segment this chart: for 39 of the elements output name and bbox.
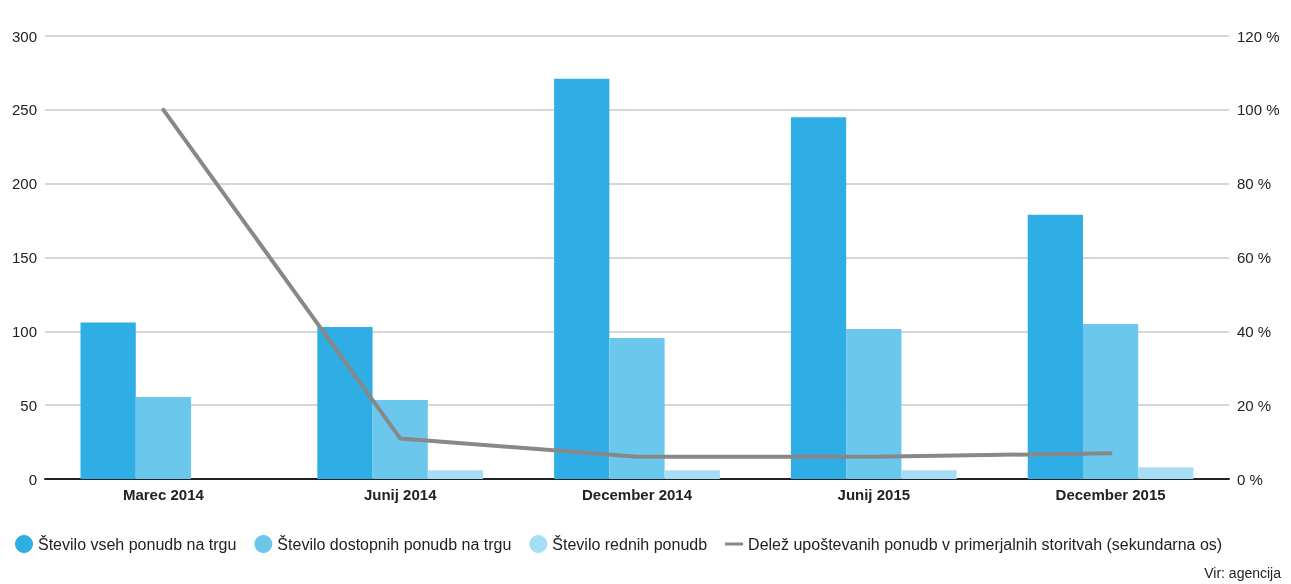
text: Vir: agencija <box>1204 565 1282 581</box>
y-tick-label: 50 <box>20 396 37 414</box>
x-tick-label: Junij 2015 <box>837 486 911 503</box>
bar <box>80 322 136 479</box>
bar <box>135 397 192 479</box>
bar <box>1138 467 1194 479</box>
y2-tick-label: 120 % <box>1237 27 1280 45</box>
x-tick-label: December 2014 <box>581 486 693 503</box>
y2-tick-label: 100 % <box>1237 101 1280 119</box>
legend-label: Število dostopnih ponudb na trgu <box>277 534 512 553</box>
y2-tick-label: 0 % <box>1237 470 1263 488</box>
y2-tick-label: 60 % <box>1237 249 1272 266</box>
y2-tick-label: 40 % <box>1237 322 1272 340</box>
legend-label: Delež upoštevanih ponudb v primerjalnih storitvah (sekundarna os) <box>748 535 1223 553</box>
legend-label: Število rednih ponudb <box>552 534 708 553</box>
bar <box>664 470 720 479</box>
bar <box>1082 323 1139 479</box>
x-tick-label: Junij 2014 <box>363 486 438 503</box>
x-tick-label: Marec 2014 <box>122 486 205 503</box>
bar <box>790 117 847 479</box>
line-series <box>161 107 1113 459</box>
y-tick-label: 300 <box>11 27 37 45</box>
y-tick-label: 250 <box>11 101 37 119</box>
bar <box>901 470 957 479</box>
bar <box>609 337 665 479</box>
bar <box>317 326 373 479</box>
x-tick-label: December 2015 <box>1055 486 1166 503</box>
bar <box>554 78 610 479</box>
y2-tick-label: 80 % <box>1237 175 1272 193</box>
legend-label: Število vseh ponudb na trgu <box>38 534 237 553</box>
bar <box>372 400 428 479</box>
y2-tick-label: 20 % <box>1237 396 1272 414</box>
bar <box>1027 214 1083 479</box>
y-tick-label: 150 <box>11 249 37 266</box>
bar <box>846 329 902 479</box>
y-tick-label: 100 <box>11 322 37 340</box>
bar <box>427 470 484 479</box>
y-tick-label: 0 <box>28 470 37 488</box>
y-tick-label: 200 <box>11 175 37 193</box>
